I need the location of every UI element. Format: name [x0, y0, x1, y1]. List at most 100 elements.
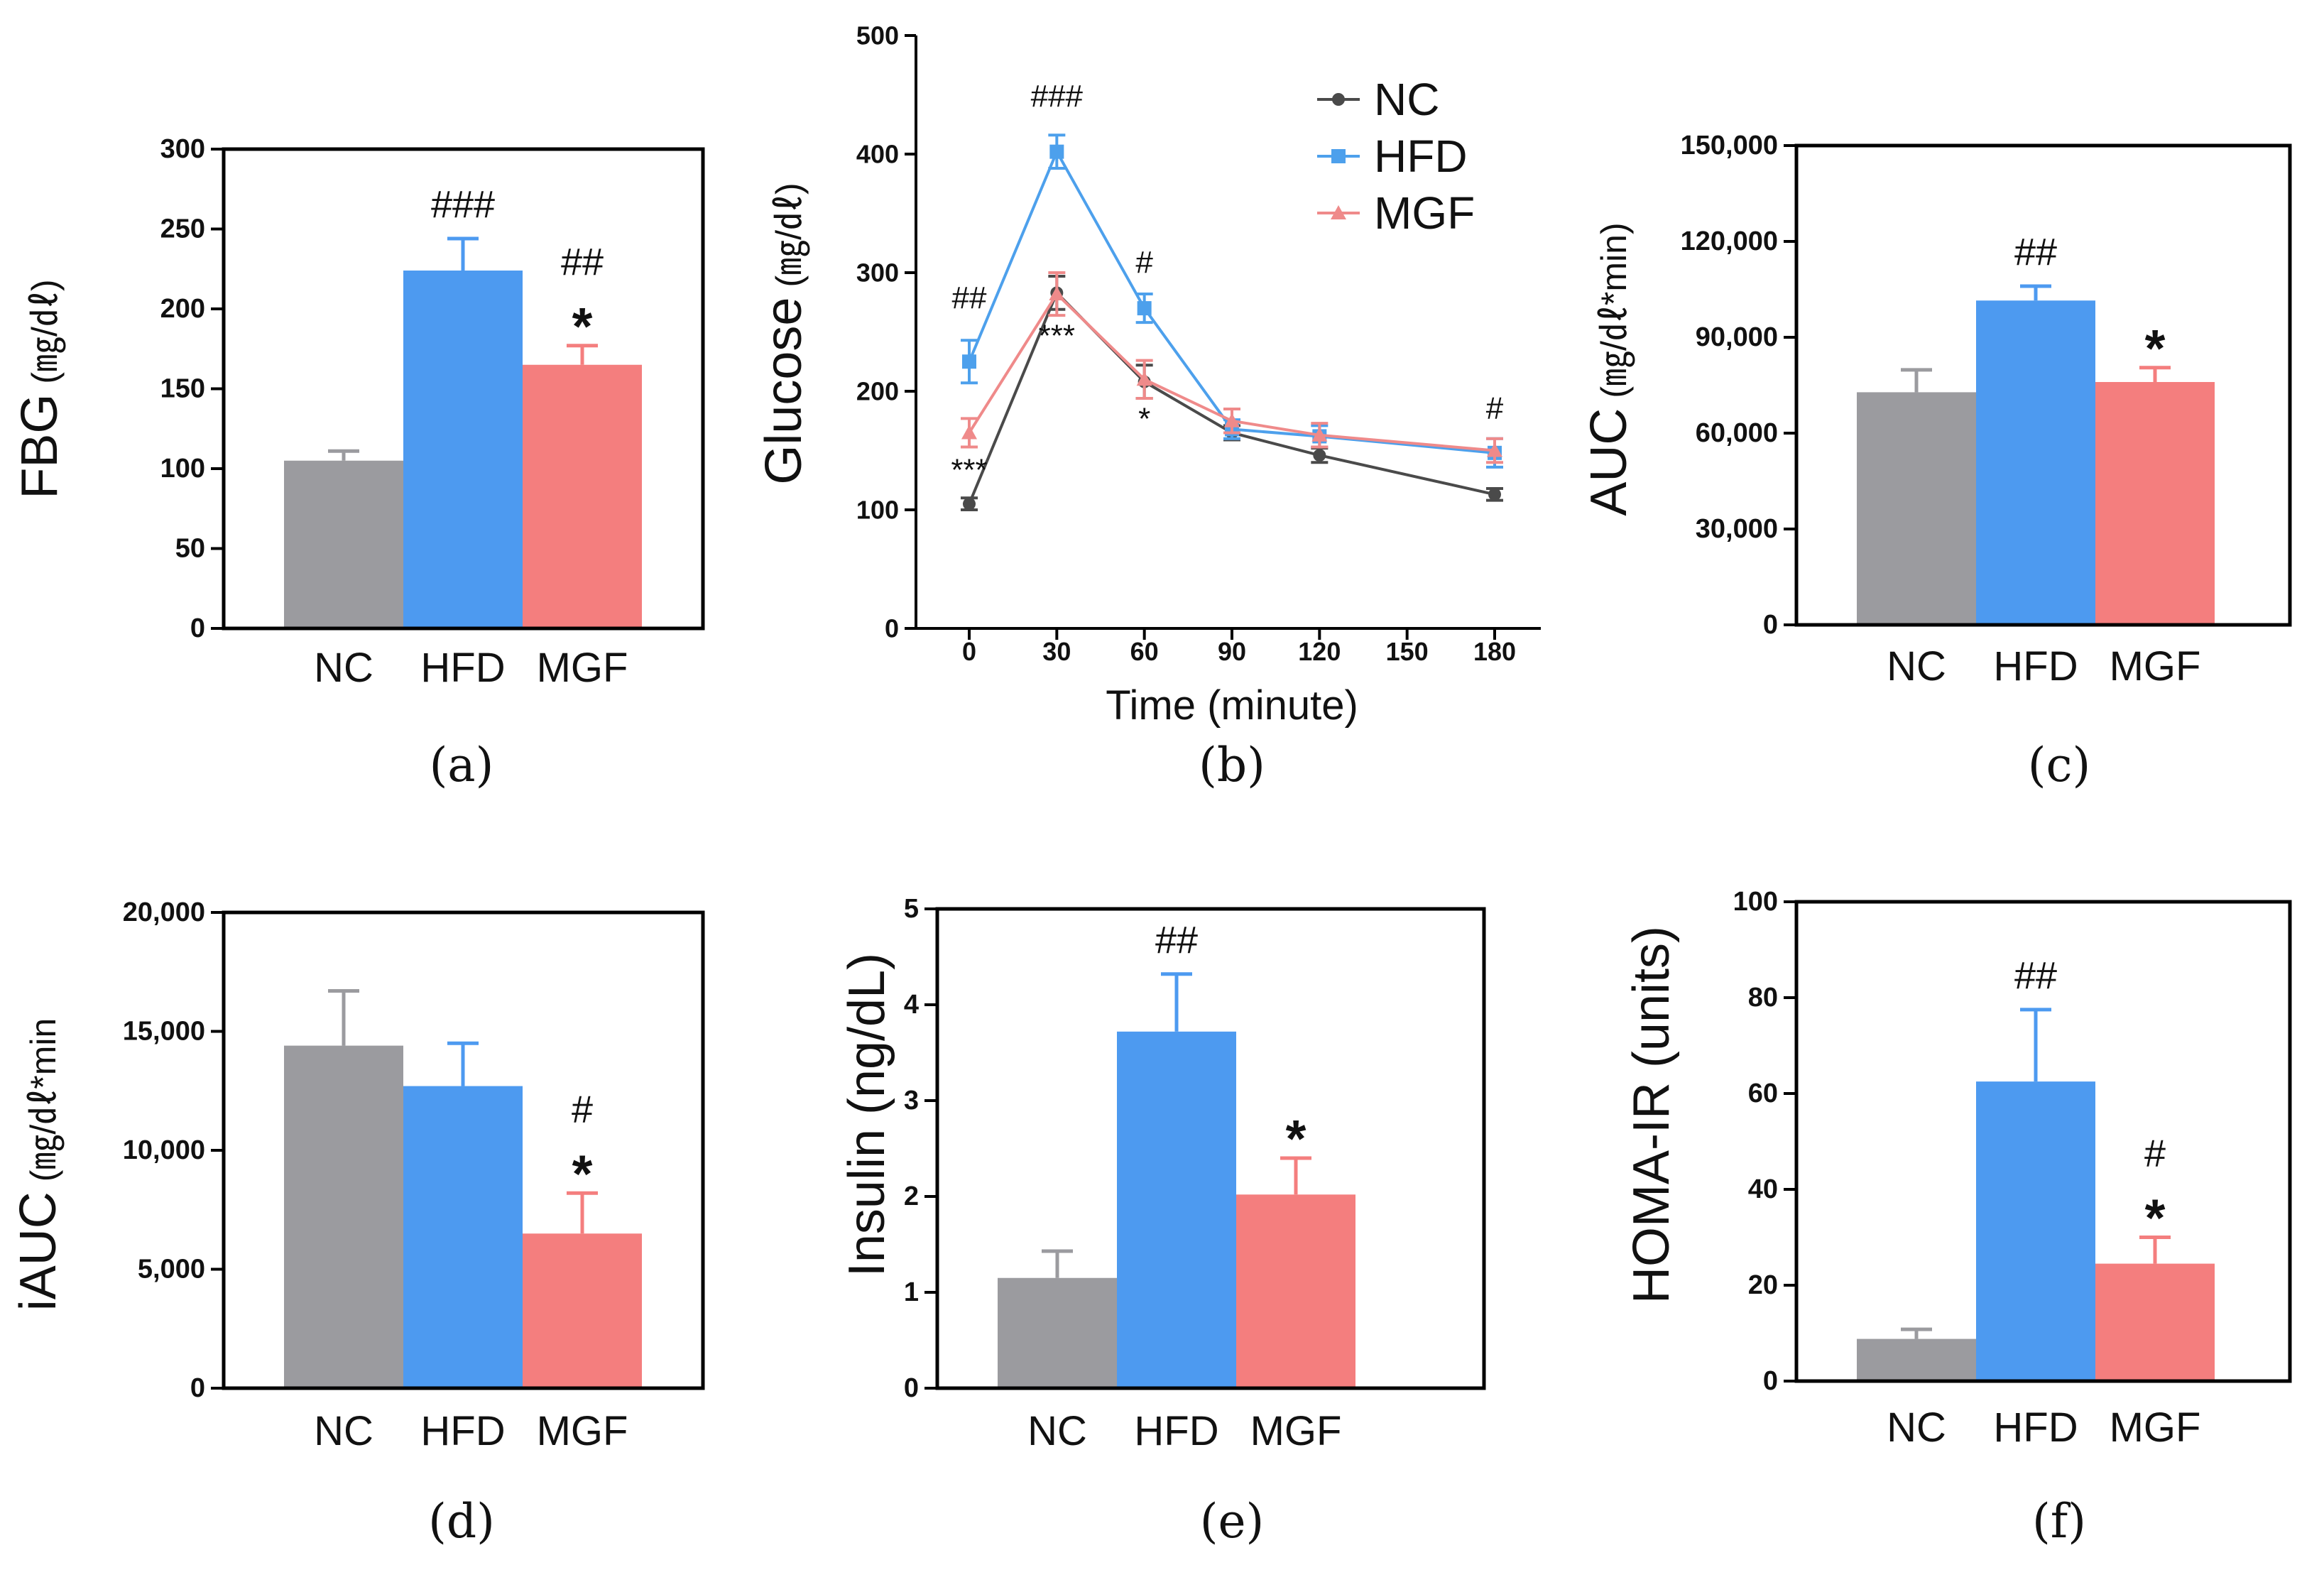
y-tick-label: 1	[904, 1277, 919, 1307]
significance-hash: ###	[1031, 79, 1084, 114]
significance-hash: ##	[2014, 231, 2057, 273]
y-tick-label: 0	[190, 1373, 205, 1403]
y-tick-label: 150,000	[1681, 131, 1778, 160]
panel-caption: (d)	[428, 1494, 495, 1549]
y-tick-label: 100	[856, 496, 899, 525]
y-tick-label: 60	[1748, 1079, 1778, 1108]
significance-hash: #	[1135, 245, 1153, 280]
category-label: MGF	[2110, 643, 2201, 689]
data-point	[1224, 413, 1240, 427]
significance-star: ***	[951, 452, 987, 487]
y-tick-label: 60,000	[1696, 418, 1778, 448]
x-tick-label: 120	[1298, 637, 1341, 666]
y-tick-label: 0	[904, 1373, 919, 1403]
y-tick-label: 5	[904, 894, 919, 924]
significance-star: ***	[1039, 319, 1075, 354]
y-axis-label-main: HOMA-IR (units)	[1623, 926, 1680, 1304]
significance-hash: ###	[431, 183, 495, 226]
x-axis-label: Time (minute)	[1106, 682, 1358, 729]
y-tick-label: 80	[1748, 983, 1778, 1013]
panel-caption: (f)	[2032, 1494, 2086, 1549]
series-line-nc	[968, 290, 1495, 505]
plot-frame	[1794, 143, 2292, 627]
y-tick-label: 5,000	[138, 1255, 205, 1285]
bar-nc	[998, 1277, 1117, 1388]
category-label: NC	[314, 645, 373, 691]
bar-hfd	[403, 1086, 523, 1388]
data-point	[1488, 488, 1501, 501]
bar-hfd	[1976, 1081, 2095, 1381]
category-label: MGF	[537, 645, 628, 691]
significance-hash: ##	[952, 280, 987, 315]
bar-mgf	[2095, 382, 2215, 625]
category-label: NC	[1887, 1405, 1946, 1451]
data-point	[1136, 371, 1152, 386]
legend-label: NC	[1374, 74, 1439, 125]
x-tick-label: 150	[1386, 637, 1429, 666]
y-axis-label-unit: (㎎/㎗)	[769, 182, 810, 287]
bar-nc	[284, 460, 403, 628]
bar-hfd	[1117, 1031, 1236, 1388]
bar-mgf	[523, 1233, 642, 1388]
y-tick-label: 0	[1763, 1366, 1778, 1396]
x-tick-label: 90	[1218, 637, 1246, 666]
data-point	[1487, 442, 1502, 457]
category-label: NC	[314, 1408, 373, 1454]
y-axis-label-unit: (㎎/㎗*min)	[1594, 222, 1635, 398]
y-axis-label: AUC (㎎/㎗*min)	[1581, 222, 1637, 516]
data-point	[961, 425, 977, 440]
panel-caption: (a)	[430, 738, 494, 792]
y-tick-label: 300	[160, 134, 205, 164]
panel-c: NC HFD MGF 0 30,000 60,000 90,000 120,000 150,00…	[1581, 131, 2292, 792]
bar-nc	[1857, 1338, 1976, 1381]
y-axis-label-unit: (㎎/㎗)	[25, 279, 66, 383]
y-tick-label: 100	[1733, 887, 1778, 917]
legend-marker	[1332, 93, 1345, 106]
plot-frame	[935, 907, 1486, 1390]
y-tick-label: 10,000	[123, 1135, 205, 1165]
significance-star: *	[2145, 319, 2166, 378]
y-tick-label: 100	[160, 454, 205, 484]
y-tick-label: 2	[904, 1182, 919, 1211]
significance-hash: ##	[1155, 919, 1198, 961]
panel-f: NC HFD MGF 0 20 40 60 80 100 ## * # HOMA-IR (units) (…	[1623, 887, 2292, 1549]
panel-caption: (c)	[2028, 738, 2090, 792]
panel-d: NC HFD MGF 0 5,000 10,000 15,000 20,000 * # iAUC (㎎…	[10, 898, 705, 1549]
data-point	[1311, 427, 1328, 442]
x-tick-label: 180	[1473, 637, 1516, 666]
x-tick-label: 0	[962, 637, 976, 666]
y-axis-label-main: Insulin (ng/dL)	[839, 953, 895, 1277]
y-axis-label: Glucose (㎎/㎗)	[755, 182, 812, 484]
bar-nc	[284, 1045, 403, 1388]
bar-nc	[1857, 392, 1976, 625]
data-point	[963, 497, 976, 511]
y-tick-label: 20,000	[123, 898, 205, 927]
y-axis-label-main: Glucose	[755, 298, 812, 485]
y-axis-label-main: AUC	[1581, 408, 1637, 516]
panel-a: NC HFD MGF 0 50 100 150 200 250 300 ### * ## FBG (㎎/㎗)…	[11, 134, 705, 792]
significance-star: *	[572, 297, 593, 356]
y-axis-label: FBG (㎎/㎗)	[11, 279, 68, 498]
data-point	[1313, 449, 1326, 462]
data-point	[1049, 286, 1065, 301]
bar-mgf	[2095, 1263, 2215, 1381]
y-axis-label: iAUC (㎎/㎗*min	[10, 1018, 67, 1311]
y-tick-label: 4	[904, 990, 919, 1020]
bar-hfd	[403, 271, 523, 628]
y-tick-label: 250	[160, 214, 205, 244]
category-label: MGF	[1250, 1408, 1342, 1454]
y-axis-label-main: FBG	[11, 394, 68, 499]
y-tick-label: 0	[1763, 610, 1778, 640]
y-tick-label: 15,000	[123, 1017, 205, 1047]
category-label: HFD	[420, 645, 505, 691]
category-label: NC	[1027, 1408, 1087, 1454]
plot-frame	[1794, 900, 2292, 1383]
significance-hash: ##	[2014, 954, 2057, 997]
y-tick-label: 50	[175, 534, 205, 564]
significance-star: *	[2145, 1189, 2166, 1248]
series-line-mgf	[968, 291, 1495, 452]
y-tick-label: 40	[1748, 1174, 1778, 1204]
significance-hash: #	[572, 1088, 593, 1130]
bar-mgf	[1236, 1194, 1355, 1388]
data-point	[962, 354, 976, 369]
